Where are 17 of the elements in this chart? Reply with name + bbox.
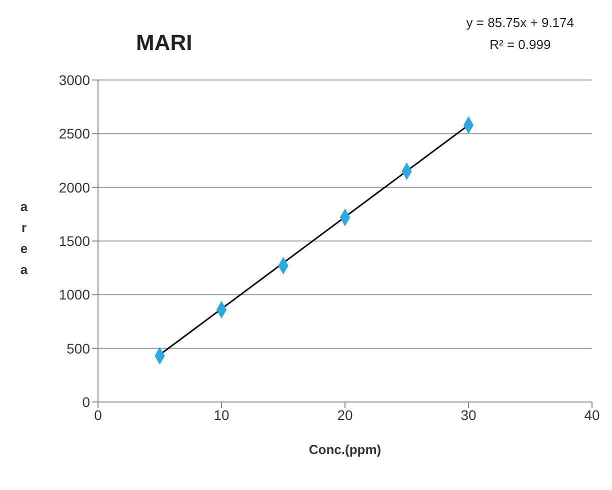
x-tick-label: 20 (337, 406, 353, 423)
x-tick-label: 10 (214, 406, 230, 423)
text: y = 85.75x + 9.174 (466, 14, 574, 32)
x-tick-label: 30 (460, 406, 476, 423)
text: R² = 0.999 (488, 36, 552, 54)
y-tick-label: 0 (82, 394, 90, 410)
y-tick-label: 1500 (58, 232, 90, 249)
x-tick-label: 40 (584, 406, 600, 423)
x-axis-title: Conc.(ppm) (308, 442, 382, 457)
y-axis-title: area (20, 199, 28, 277)
y-tick-label: 1000 (58, 286, 90, 303)
y-tick-label: 500 (66, 340, 90, 356)
y-tick-label: 3000 (58, 72, 90, 88)
y-tick-label: 2000 (58, 179, 90, 196)
x-tick-label: 0 (94, 406, 102, 423)
y-tick-label: 2500 (58, 126, 90, 142)
chart-title: MARI (136, 30, 192, 56)
